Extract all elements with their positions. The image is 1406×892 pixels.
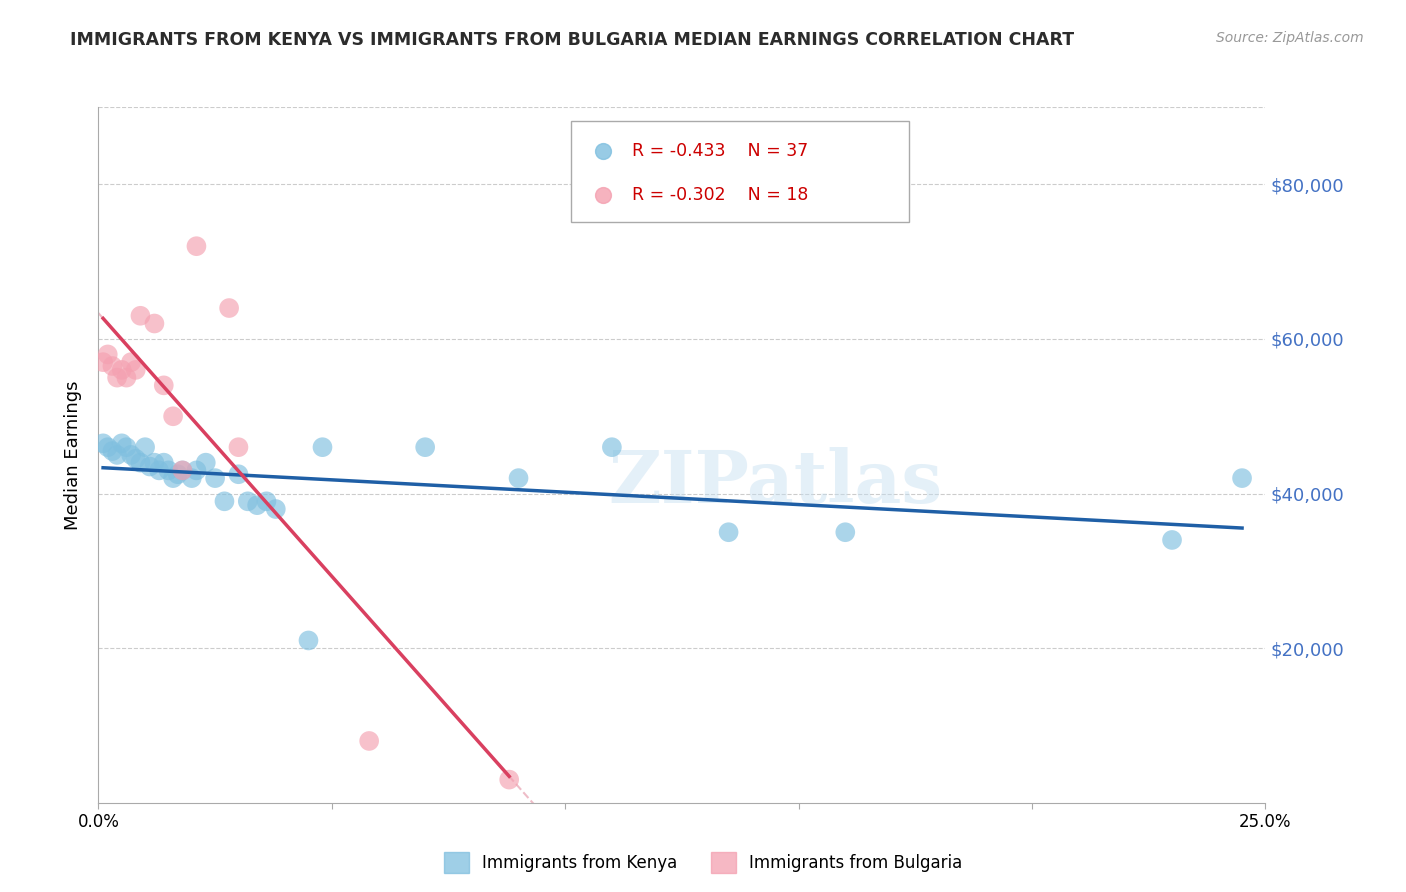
Point: [228, 440, 250, 454]
Point: [105, 370, 128, 384]
Point: [129, 309, 152, 323]
Text: R = -0.302    N = 18: R = -0.302 N = 18: [631, 186, 808, 204]
Point: [115, 370, 138, 384]
Point: [120, 448, 142, 462]
Point: [111, 363, 134, 377]
Point: [413, 440, 436, 454]
Point: [105, 448, 128, 462]
Point: [256, 494, 278, 508]
Point: [194, 456, 217, 470]
FancyBboxPatch shape: [571, 121, 910, 222]
Point: [204, 471, 226, 485]
Point: [101, 444, 124, 458]
Point: [172, 463, 194, 477]
Point: [152, 378, 174, 392]
Point: [162, 471, 184, 485]
Point: [359, 734, 381, 748]
Text: R = -0.433    N = 37: R = -0.433 N = 37: [631, 142, 808, 160]
Point: [91, 355, 114, 369]
Point: [172, 463, 194, 477]
Point: [166, 467, 188, 482]
Point: [297, 633, 319, 648]
Point: [180, 471, 202, 485]
Point: [186, 463, 208, 477]
Text: ZIPatlas: ZIPatlas: [609, 447, 942, 518]
Point: [101, 359, 124, 373]
Point: [236, 494, 259, 508]
Point: [97, 347, 120, 361]
Point: [1230, 471, 1253, 485]
Point: [143, 456, 166, 470]
Point: [157, 463, 180, 477]
Point: [152, 456, 174, 470]
Point: [148, 463, 170, 477]
Point: [125, 363, 148, 377]
Point: [120, 355, 142, 369]
Point: [1161, 533, 1184, 547]
Point: [264, 502, 287, 516]
Point: [125, 451, 148, 466]
Point: [311, 440, 333, 454]
Point: [111, 436, 134, 450]
Point: [834, 525, 856, 540]
Point: [115, 440, 138, 454]
Point: [214, 494, 236, 508]
Point: [186, 239, 208, 253]
Point: [508, 471, 530, 485]
Point: [139, 459, 162, 474]
Point: [97, 440, 120, 454]
Point: [228, 467, 250, 482]
Point: [143, 317, 166, 331]
Point: [218, 301, 240, 315]
Legend: Immigrants from Kenya, Immigrants from Bulgaria: Immigrants from Kenya, Immigrants from B…: [437, 846, 969, 880]
Text: IMMIGRANTS FROM KENYA VS IMMIGRANTS FROM BULGARIA MEDIAN EARNINGS CORRELATION CH: IMMIGRANTS FROM KENYA VS IMMIGRANTS FROM…: [70, 31, 1074, 49]
Point: [498, 772, 520, 787]
Point: [600, 440, 623, 454]
Text: Source: ZipAtlas.com: Source: ZipAtlas.com: [1216, 31, 1364, 45]
Point: [717, 525, 740, 540]
Point: [129, 456, 152, 470]
Point: [246, 498, 269, 512]
Y-axis label: Median Earnings: Median Earnings: [65, 380, 83, 530]
Point: [91, 436, 114, 450]
Point: [134, 440, 156, 454]
Point: [162, 409, 184, 424]
